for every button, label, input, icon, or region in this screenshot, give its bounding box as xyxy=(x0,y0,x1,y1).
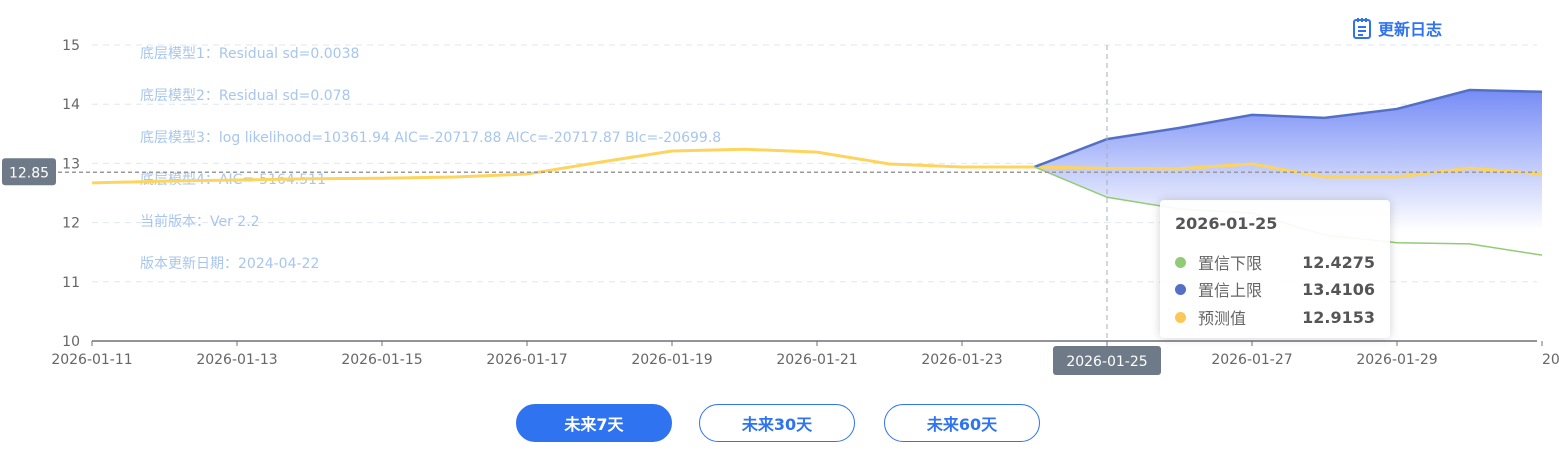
y-tick-label: 10 xyxy=(62,334,80,350)
y-tick-label: 15 xyxy=(62,38,80,54)
tooltip-row: 预测值 12.9153 xyxy=(1175,305,1375,329)
model-annotation: 版本更新日期：2024-04-22 xyxy=(140,256,319,272)
x-tick-label: 2026-01-27 xyxy=(1211,352,1292,368)
tooltip-value: 12.9153 xyxy=(1302,307,1375,327)
y-pointer-badge xyxy=(2,158,56,186)
x-tick-label: 2026-01-13 xyxy=(196,352,277,368)
legend-dot-icon xyxy=(1175,283,1186,295)
series-line-1 xyxy=(1034,88,1543,169)
x-tick-label: 2026-01-15 xyxy=(341,352,422,368)
tooltip-name: 置信上限 xyxy=(1198,281,1263,300)
x-tick-label: 2026-01-17 xyxy=(486,352,567,368)
y-tick-label: 12 xyxy=(62,216,80,232)
y-pointer-label: 12.85 xyxy=(9,165,49,181)
changelog-label: 更新日志 xyxy=(1378,20,1443,39)
tooltip-name: 预测值 xyxy=(1198,309,1247,328)
y-tick-label: 14 xyxy=(62,97,80,113)
tooltip-row: 置信上限 13.4106 xyxy=(1175,277,1375,301)
legend-dot-icon xyxy=(1175,256,1186,268)
notepad-icon xyxy=(1353,18,1371,39)
tooltip-value: 13.4106 xyxy=(1302,279,1375,299)
forecast-chart: 10 11 12 13 14 15 2026-01-11 2026-01-13 2026-01-… xyxy=(2,38,1559,375)
x-tick-label: 2026-01-23 xyxy=(921,352,1002,368)
next-7-days-button[interactable]: 未来7天 xyxy=(516,404,672,442)
next-30-days-button[interactable]: 未来30天 xyxy=(699,404,855,442)
model-annotation: 底层模型2：Residual sd=0.078 xyxy=(140,88,350,104)
x-pointer-badge xyxy=(1053,346,1161,375)
next-60-days-button[interactable]: 未来60天 xyxy=(884,404,1040,442)
tooltip-value: 12.4275 xyxy=(1302,252,1375,272)
model-annotation: 底层模型1：Residual sd=0.0038 xyxy=(140,46,359,62)
x-tick-label: 2026-01-11 xyxy=(51,352,132,368)
model-annotation: 当前版本：Ver 2.2 xyxy=(140,213,260,230)
x-tick-label: 2026-01-21 xyxy=(776,352,857,368)
x-pointer-label: 2026-01-25 xyxy=(1066,354,1147,370)
model-annotation: 底层模型3：log likelihood=10361.94 AIC=-20717… xyxy=(140,130,721,146)
x-tick-label: 2026-01-29 xyxy=(1356,352,1437,368)
y-tick-label: 11 xyxy=(62,275,80,291)
y-tick-label: 13 xyxy=(62,156,80,172)
changelog-link[interactable]: 更新日志 xyxy=(1352,16,1442,40)
x-tick-label: 2026- xyxy=(1542,352,1559,368)
tooltip-row: 置信下限 12.4275 xyxy=(1175,250,1375,274)
tooltip-name: 置信下限 xyxy=(1198,254,1263,273)
legend-dot-icon xyxy=(1175,311,1186,323)
tooltip: 2026-01-25 置信下限 12.4275 置信上限 13.4106 预测值 12… xyxy=(1160,200,1390,338)
tooltip-title: 2026-01-25 xyxy=(1175,214,1278,233)
x-tick-label: 2026-01-19 xyxy=(631,352,712,368)
